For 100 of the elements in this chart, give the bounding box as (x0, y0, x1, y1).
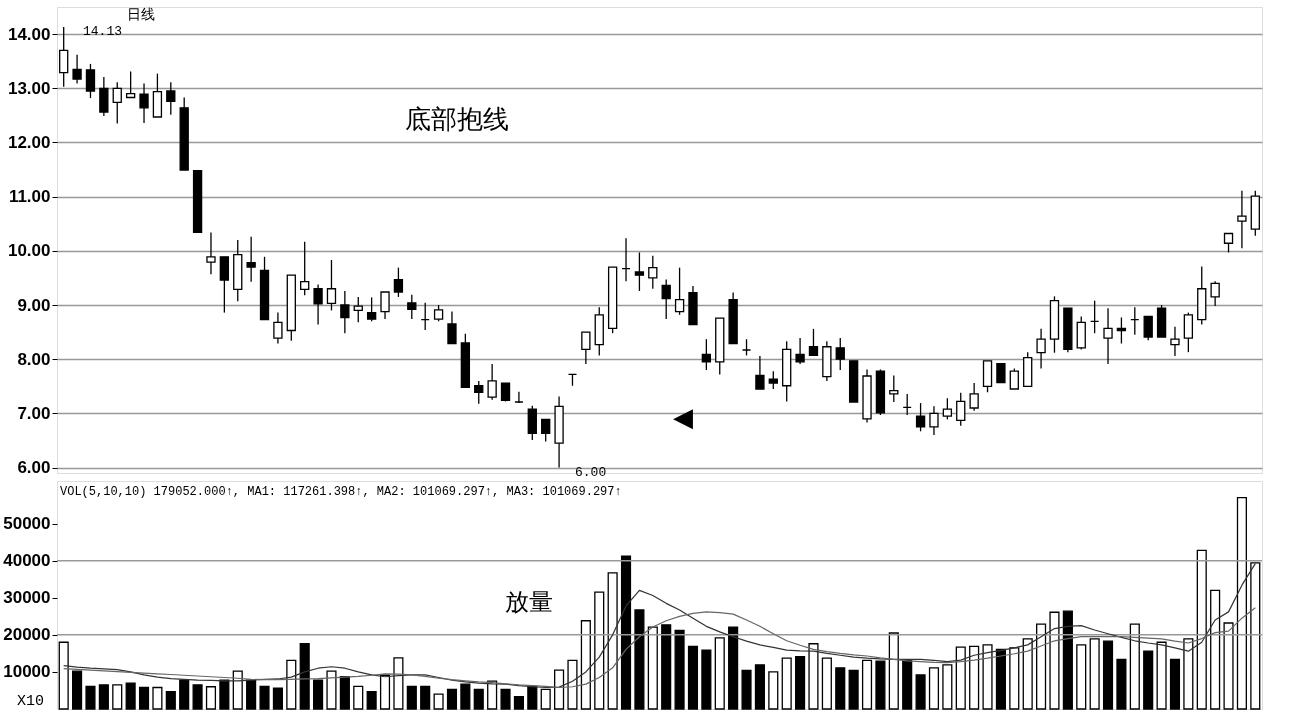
annotation: 6.00 (575, 465, 607, 480)
candlestick (487, 363, 497, 401)
bar (286, 659, 297, 710)
bar (754, 664, 765, 710)
candlestick (353, 296, 363, 324)
candlestick (1170, 326, 1180, 357)
bar (928, 667, 940, 710)
candlestick (581, 331, 591, 365)
bar (902, 659, 913, 710)
y-tick-label: 20000 (3, 625, 51, 645)
bar (540, 688, 551, 710)
candlestick (674, 266, 685, 316)
candlestick (393, 266, 404, 298)
bar (594, 591, 605, 710)
bar (781, 657, 792, 710)
bar (313, 679, 324, 710)
candlestick (246, 236, 256, 283)
bar (232, 670, 243, 710)
candlestick (313, 283, 323, 326)
bar (393, 657, 404, 710)
bar (1156, 641, 1167, 710)
candlestick (634, 251, 645, 292)
bar (1210, 589, 1221, 710)
candlestick (929, 405, 939, 436)
bar (272, 687, 283, 710)
bar (513, 696, 524, 710)
candlestick (1009, 367, 1019, 390)
bar (85, 685, 96, 710)
bar (353, 685, 364, 710)
bar (1102, 640, 1114, 710)
bar (1183, 638, 1194, 710)
candlestick (835, 337, 845, 371)
bar (848, 669, 859, 710)
bar (982, 644, 993, 710)
candlestick (648, 255, 658, 290)
bar (687, 645, 699, 710)
candlestick (808, 328, 819, 357)
bar (821, 657, 832, 710)
candlestick (206, 231, 216, 275)
y-tick-label: 10.00 (7, 241, 51, 261)
bar (634, 609, 645, 710)
candlestick (72, 54, 82, 85)
bar (728, 626, 739, 710)
candlestick (125, 70, 136, 99)
bar (152, 686, 163, 710)
bar (955, 646, 966, 710)
bar (620, 555, 632, 710)
bar (1236, 497, 1247, 710)
bar (379, 674, 391, 710)
bar (1143, 650, 1154, 710)
candlestick (447, 310, 457, 345)
y-tick-label: 30000 (3, 588, 51, 608)
bar (795, 656, 806, 710)
bar (647, 626, 658, 710)
y-tick-label: 7.00 (17, 403, 51, 423)
y-tick-label: 6.00 (17, 458, 51, 478)
bar (259, 685, 270, 710)
candlestick (889, 374, 899, 403)
annotation: 底部抱线 (405, 104, 509, 134)
candlestick (755, 355, 765, 390)
candlestick (795, 337, 805, 365)
candlestick (326, 259, 337, 312)
candlestick (1210, 280, 1220, 307)
bar (1169, 658, 1181, 710)
bar (1022, 638, 1033, 710)
bar (406, 685, 417, 710)
bar (527, 685, 538, 710)
bar (915, 674, 926, 710)
candlestick (1103, 307, 1113, 365)
bar (326, 670, 337, 710)
candlestick (942, 397, 953, 421)
bar (861, 659, 873, 710)
bar (219, 679, 230, 710)
line-series (63, 563, 1256, 689)
bar (969, 645, 980, 710)
bar (420, 685, 431, 710)
y-tick-label: 8.00 (17, 349, 51, 369)
bar (500, 688, 511, 710)
candlestick (340, 290, 350, 334)
candlestick (701, 338, 712, 371)
candlestick (59, 26, 69, 88)
text: X10 (17, 693, 45, 710)
y-tick-label: 10000 (3, 662, 51, 682)
bar (661, 624, 672, 710)
bar (433, 693, 444, 710)
candlestick (1183, 311, 1194, 353)
candlestick (1237, 190, 1247, 249)
bar (339, 676, 350, 710)
bar (1089, 638, 1100, 710)
bar (98, 684, 109, 710)
bar (835, 667, 846, 710)
bar (138, 686, 150, 710)
bar (1196, 549, 1207, 710)
candlestick (380, 291, 390, 320)
bar (125, 682, 136, 710)
bar (299, 643, 310, 710)
bar (192, 684, 203, 710)
bar (446, 688, 458, 710)
bar (580, 620, 591, 710)
candlestick (112, 81, 122, 125)
